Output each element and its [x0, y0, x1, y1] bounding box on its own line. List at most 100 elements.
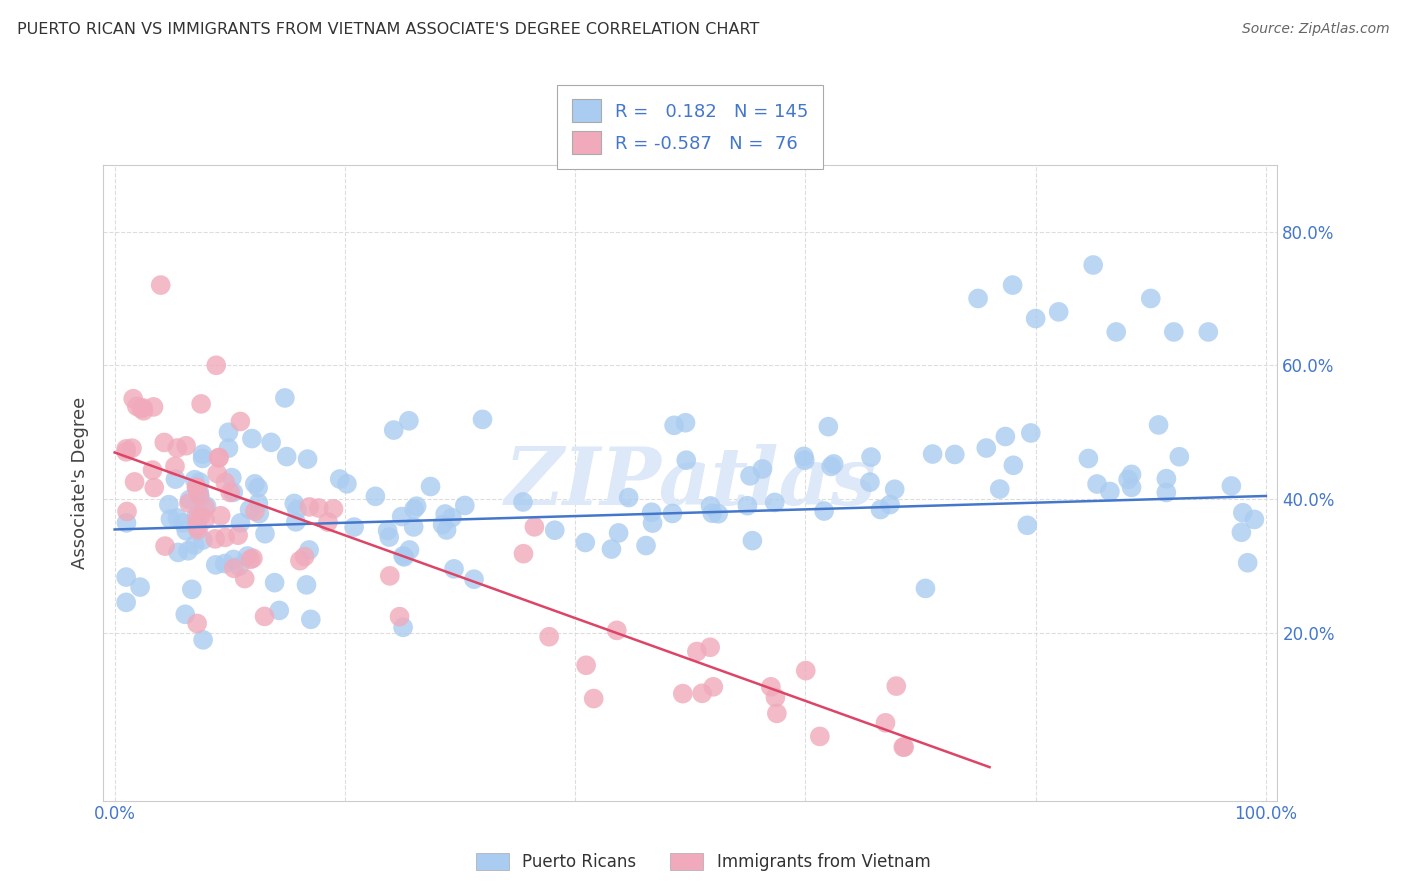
- Point: [205, 467, 228, 481]
- Point: [405, 500, 427, 514]
- Point: [132, 404, 155, 418]
- Point: [204, 558, 226, 572]
- Point: [575, 658, 598, 673]
- Point: [443, 562, 465, 576]
- Point: [893, 740, 915, 755]
- Point: [322, 501, 344, 516]
- Point: [177, 496, 200, 510]
- Point: [214, 557, 236, 571]
- Point: [1232, 506, 1254, 520]
- Point: [875, 715, 897, 730]
- Point: [600, 542, 623, 557]
- Point: [298, 543, 321, 558]
- Point: [191, 632, 214, 647]
- Point: [860, 450, 883, 464]
- Point: [741, 533, 763, 548]
- Point: [115, 442, 138, 456]
- Point: [253, 526, 276, 541]
- Point: [607, 525, 630, 540]
- Point: [186, 616, 208, 631]
- Point: [229, 415, 252, 429]
- Point: [392, 549, 415, 563]
- Point: [214, 475, 236, 490]
- Point: [512, 495, 534, 509]
- Point: [699, 499, 721, 513]
- Point: [183, 473, 205, 487]
- Point: [129, 580, 152, 594]
- Point: [226, 528, 249, 542]
- Point: [159, 512, 181, 526]
- Point: [183, 538, 205, 552]
- Point: [149, 278, 172, 293]
- Point: [1156, 472, 1178, 486]
- Point: [222, 561, 245, 575]
- Point: [165, 472, 187, 486]
- Point: [298, 500, 321, 514]
- Legend: Puerto Ricans, Immigrants from Vietnam: Puerto Ricans, Immigrants from Vietnam: [467, 845, 939, 880]
- Point: [388, 609, 411, 624]
- Point: [699, 640, 721, 655]
- Point: [634, 539, 657, 553]
- Y-axis label: Associate's Degree: Associate's Degree: [72, 396, 89, 569]
- Point: [205, 359, 228, 373]
- Legend: R =   0.182   N = 145, R = -0.587   N =  76: R = 0.182 N = 145, R = -0.587 N = 76: [557, 85, 823, 169]
- Point: [808, 730, 831, 744]
- Point: [243, 504, 266, 518]
- Point: [879, 498, 901, 512]
- Point: [1116, 473, 1139, 487]
- Point: [1139, 292, 1161, 306]
- Point: [191, 533, 214, 547]
- Point: [1085, 477, 1108, 491]
- Point: [253, 609, 276, 624]
- Point: [142, 400, 165, 414]
- Point: [432, 517, 454, 532]
- Text: PUERTO RICAN VS IMMIGRANTS FROM VIETNAM ASSOCIATE'S DEGREE CORRELATION CHART: PUERTO RICAN VS IMMIGRANTS FROM VIETNAM …: [17, 22, 759, 37]
- Point: [177, 543, 200, 558]
- Point: [187, 523, 209, 537]
- Point: [115, 570, 138, 584]
- Point: [377, 524, 399, 538]
- Point: [284, 515, 307, 529]
- Point: [129, 401, 152, 416]
- Point: [1147, 417, 1170, 432]
- Point: [186, 512, 208, 526]
- Point: [1047, 305, 1070, 319]
- Point: [914, 582, 936, 596]
- Point: [1025, 311, 1047, 326]
- Point: [124, 475, 146, 489]
- Point: [675, 453, 697, 467]
- Point: [283, 496, 305, 510]
- Point: [440, 510, 463, 524]
- Text: Source: ZipAtlas.com: Source: ZipAtlas.com: [1241, 22, 1389, 37]
- Point: [219, 485, 242, 500]
- Point: [794, 664, 817, 678]
- Point: [436, 523, 458, 537]
- Point: [285, 503, 308, 517]
- Point: [392, 549, 415, 564]
- Point: [208, 450, 231, 465]
- Point: [1098, 484, 1121, 499]
- Point: [236, 549, 259, 563]
- Point: [174, 524, 197, 538]
- Point: [1001, 278, 1024, 293]
- Point: [295, 578, 318, 592]
- Point: [891, 740, 914, 755]
- Point: [391, 509, 413, 524]
- Point: [402, 520, 425, 534]
- Point: [793, 453, 815, 467]
- Point: [884, 679, 907, 693]
- Point: [186, 509, 208, 524]
- Point: [143, 481, 166, 495]
- Point: [243, 476, 266, 491]
- Point: [765, 690, 787, 705]
- Point: [316, 515, 339, 529]
- Point: [204, 532, 226, 546]
- Point: [186, 480, 208, 494]
- Point: [121, 441, 143, 455]
- Point: [308, 501, 330, 516]
- Point: [471, 412, 494, 426]
- Point: [217, 425, 239, 440]
- Point: [738, 468, 761, 483]
- Point: [378, 569, 401, 583]
- Point: [1002, 458, 1025, 473]
